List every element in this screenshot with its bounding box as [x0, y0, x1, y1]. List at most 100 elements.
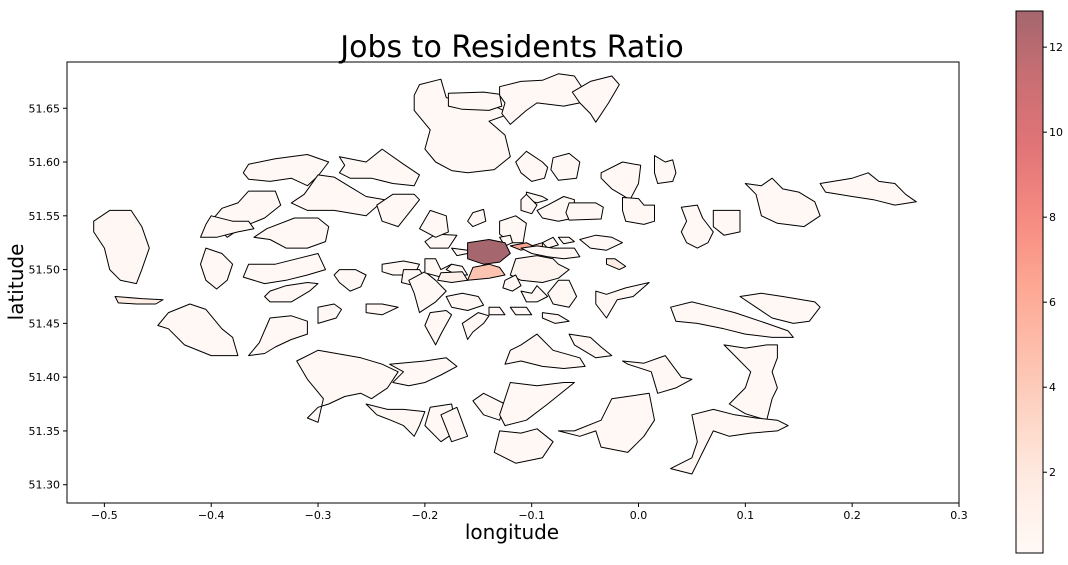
region-polygon — [622, 197, 655, 225]
region-polygon — [595, 282, 650, 319]
region-polygon — [550, 152, 581, 181]
region-polygon — [504, 333, 586, 369]
region-polygon — [365, 403, 426, 437]
region-polygons — [93, 73, 917, 475]
region-polygon — [541, 236, 559, 249]
region-polygon — [200, 247, 234, 290]
x-tick-label: −0.5 — [91, 509, 118, 522]
region-polygon — [622, 355, 693, 394]
region-polygon — [296, 349, 399, 423]
region-polygon — [680, 204, 714, 249]
region-polygon — [467, 239, 511, 265]
region-polygon — [253, 217, 330, 249]
y-tick-label: 51.30 — [29, 479, 61, 492]
region-polygon — [654, 155, 677, 184]
region-polygon — [365, 303, 399, 316]
region-polygon — [424, 310, 453, 346]
colorbar-tick-label: 10 — [1049, 126, 1063, 139]
region-polygon — [451, 247, 469, 257]
y-axis-ticks: 51.30 51.35 51.40 51.45 51.50 51.55 51.60 51.65 — [29, 102, 67, 492]
region-polygon — [579, 234, 623, 251]
x-tick-label: 0.2 — [843, 509, 861, 522]
region-polygon — [157, 303, 239, 357]
region-polygon — [200, 215, 255, 238]
region-polygon — [338, 148, 420, 187]
region-polygon — [93, 209, 150, 285]
region-polygon — [333, 269, 367, 292]
x-tick-label: 0.0 — [630, 509, 648, 522]
region-polygon — [723, 344, 778, 421]
region-polygon — [445, 292, 485, 311]
region-polygon — [744, 177, 821, 228]
region-polygon — [571, 75, 620, 123]
region-polygon — [114, 296, 164, 305]
region-polygon — [520, 285, 549, 303]
region-polygon — [670, 301, 794, 338]
colorbar-tick-label: 12 — [1049, 41, 1063, 54]
region-polygon — [712, 209, 741, 236]
x-axis-label: longitude — [465, 520, 559, 544]
region-polygon — [242, 154, 330, 187]
x-tick-label: 0.1 — [737, 509, 755, 522]
y-tick-label: 51.40 — [29, 371, 61, 384]
region-polygon — [515, 150, 549, 182]
region-polygon — [440, 406, 469, 443]
region-polygon — [488, 306, 506, 316]
y-tick-label: 51.45 — [29, 317, 61, 330]
x-tick-label: −0.4 — [198, 509, 225, 522]
region-polygon — [461, 312, 490, 340]
region-polygon — [467, 208, 487, 228]
colorbar-tick-label: 8 — [1049, 211, 1056, 224]
region-polygon — [565, 202, 604, 221]
region-polygon — [739, 292, 821, 324]
region-polygon — [248, 315, 308, 357]
colorbar-ticks: 2 4 6 8 10 12 — [1043, 41, 1063, 479]
colorbar — [1015, 10, 1044, 554]
plot-frame — [66, 61, 960, 504]
region-polygon — [376, 193, 420, 228]
region-polygon — [670, 408, 789, 475]
region-polygon — [317, 303, 342, 324]
region-polygon — [437, 271, 469, 283]
x-tick-label: −0.3 — [305, 509, 332, 522]
region-polygon — [568, 333, 613, 359]
colorbar-tick-label: 6 — [1049, 296, 1056, 309]
y-tick-label: 51.35 — [29, 425, 61, 438]
y-tick-label: 51.50 — [29, 264, 61, 277]
region-polygon — [447, 91, 503, 111]
colorbar-tick-label: 4 — [1049, 381, 1056, 394]
region-polygon — [467, 263, 506, 281]
chart-title: Jobs to Residents Ratio — [338, 30, 683, 65]
region-polygon — [419, 209, 449, 238]
region-polygon — [499, 382, 575, 427]
region-polygon — [502, 274, 522, 292]
x-tick-label: 0.3 — [950, 509, 968, 522]
region-polygon — [493, 428, 554, 464]
y-tick-label: 51.60 — [29, 156, 61, 169]
region-polygon — [819, 172, 917, 206]
x-tick-label: −0.1 — [518, 509, 545, 522]
x-axis-ticks: −0.5 −0.4 −0.3 −0.2 −0.1 0.0 0.1 0.2 0.3 — [91, 503, 968, 522]
region-polygon — [290, 174, 385, 217]
region-polygon — [424, 233, 458, 249]
region-polygon — [606, 258, 627, 271]
region-polygon — [242, 253, 326, 285]
region-polygon — [509, 255, 570, 283]
region-polygon — [389, 357, 458, 387]
y-axis-label: latitude — [4, 244, 28, 321]
region-polygon — [499, 73, 584, 125]
region-polygon — [547, 279, 578, 308]
region-polygon — [509, 306, 533, 316]
region-polygon — [557, 392, 655, 453]
y-tick-label: 51.55 — [29, 210, 61, 223]
region-polygon — [520, 245, 581, 260]
y-tick-label: 51.65 — [29, 102, 61, 115]
region-polygon — [520, 193, 538, 215]
region-polygon — [557, 236, 575, 245]
colorbar-tick-label: 2 — [1049, 466, 1056, 479]
x-tick-label: −0.2 — [412, 509, 439, 522]
region-polygon — [600, 161, 642, 201]
region-polygon — [472, 392, 506, 421]
region-polygon — [264, 282, 319, 303]
